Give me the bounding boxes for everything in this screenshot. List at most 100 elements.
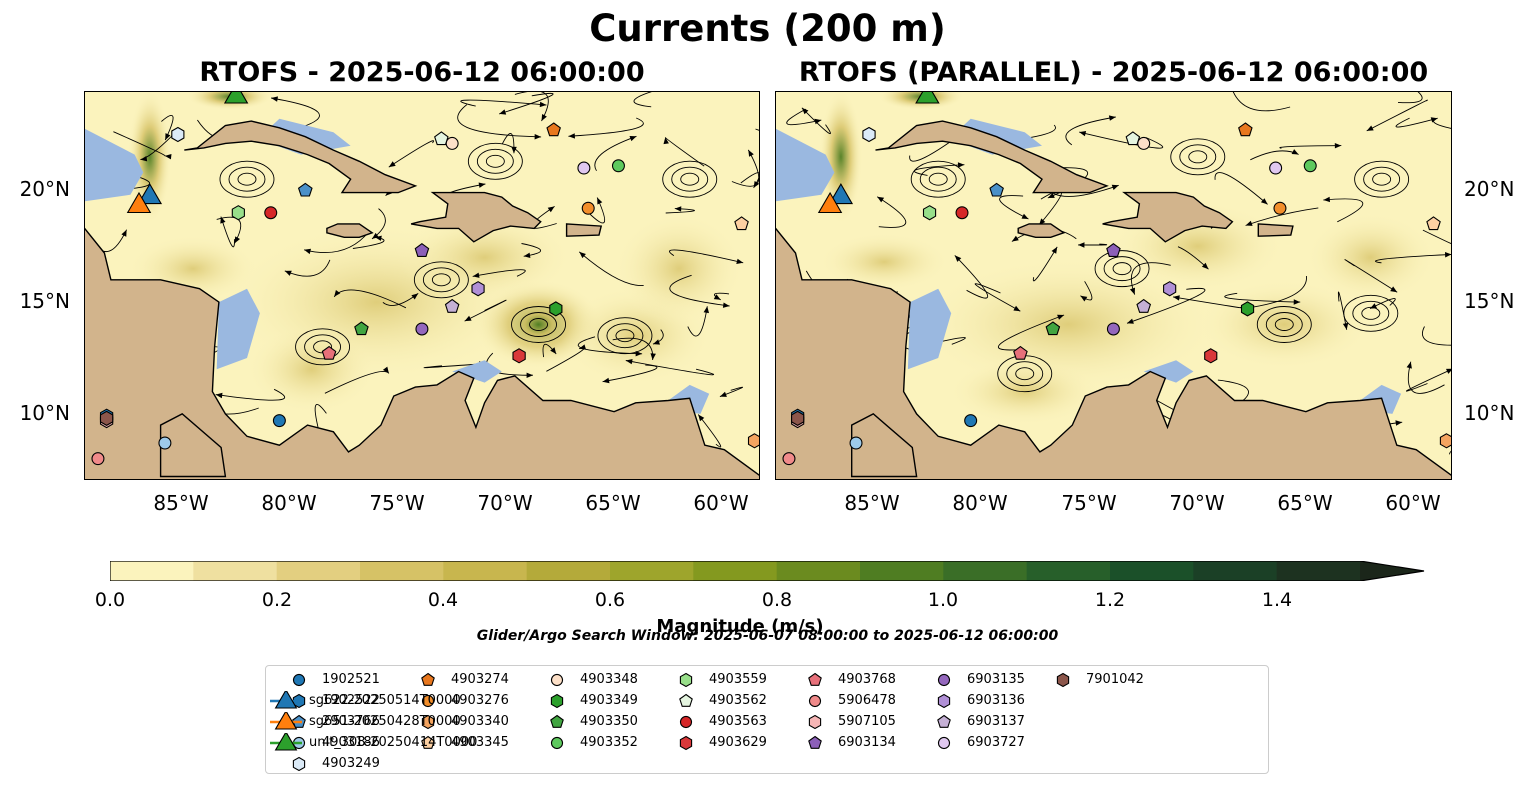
streamline-arrow (1395, 420, 1403, 426)
streamline-arrow (1013, 305, 1021, 312)
eddy-streamline (1343, 294, 1399, 332)
station-4903276 (1273, 201, 1287, 215)
eddy-streamline (1170, 138, 1226, 176)
colorbar-segment (610, 561, 694, 581)
colorbar-extend-arrow (1360, 561, 1424, 581)
legend-marker (421, 672, 435, 686)
station-5906478 (91, 452, 105, 466)
speed-feature (916, 257, 1220, 392)
streamline-arrow (511, 146, 517, 154)
streamline-arrow (698, 414, 705, 422)
colorbar-tick-label: 1.4 (1261, 589, 1293, 611)
streamline-arrow (1047, 192, 1055, 198)
legend-label: 6903137 (967, 714, 1025, 729)
x-tick-label: 70°W (1169, 491, 1225, 515)
streamline-arrow (523, 252, 531, 258)
speed-feature (246, 324, 377, 414)
streamline-arrow (526, 372, 533, 378)
streamline-arrow (722, 302, 730, 308)
station-4903348 (1137, 136, 1151, 150)
streamline-arrow (271, 96, 278, 102)
station-6903134 (1106, 243, 1121, 257)
legend-marker (808, 735, 822, 749)
streamline-arrow (1445, 252, 1451, 258)
streamline (271, 97, 320, 129)
streamline-arrow (1079, 131, 1087, 137)
streamline (423, 363, 486, 369)
legend-label: 4903350 (580, 714, 638, 729)
legend-float-marker (421, 714, 435, 730)
legend-float-marker (292, 673, 306, 687)
shallow-water (776, 128, 835, 202)
legend-marker (679, 735, 693, 751)
streamline-arrow (1078, 242, 1085, 248)
colorbar-segment (276, 561, 361, 581)
x-tick-label: 80°W (261, 491, 317, 515)
streamline (587, 197, 606, 224)
streamline (1130, 262, 1171, 295)
legend-label: 1902521 (322, 672, 380, 687)
streamline (876, 196, 907, 228)
land (850, 413, 918, 478)
legend-float-marker (679, 672, 693, 688)
streamline (577, 336, 643, 355)
streamline-arrow (801, 107, 809, 115)
station-4903340 (1439, 433, 1451, 449)
colorbar-segment (1110, 561, 1194, 581)
legend-marker (937, 714, 951, 728)
eddy-streamline (295, 328, 351, 366)
legend-marker (679, 715, 693, 729)
streamline (1375, 253, 1451, 264)
legend-label: 4903276 (451, 693, 509, 708)
colorbar-tick-label: 0.0 (94, 589, 126, 611)
streamline (1366, 99, 1428, 132)
colorbar-segment (1276, 561, 1361, 581)
station-4903249 (862, 126, 876, 143)
station-6903137 (1136, 298, 1152, 313)
legend-label: 4903768 (838, 672, 896, 687)
eddy-streamline (928, 172, 948, 186)
figure-title: Currents (200 m) (589, 7, 946, 50)
streamline-arrow (748, 149, 754, 157)
streamline (801, 107, 831, 135)
colorbar-tick-label: 0.6 (594, 589, 626, 611)
legend-float-marker (679, 693, 693, 707)
speed-feature (819, 232, 950, 291)
y-tick-label: 15°N (19, 289, 70, 313)
station-4903629 (1204, 348, 1218, 364)
streamline-arrow (629, 136, 637, 142)
streamline-arrow (547, 206, 555, 213)
streamline (514, 92, 549, 122)
colorbar-outline (110, 561, 1425, 581)
legend-marker (292, 756, 306, 772)
streamline-arrow (304, 248, 311, 255)
streamline-arrow (1111, 184, 1119, 190)
streamline-arrow (234, 236, 240, 244)
x-tick-label: 60°W (693, 491, 749, 515)
legend-float-marker (1056, 672, 1070, 688)
colorbar (110, 561, 1425, 581)
station-4903186 (849, 436, 863, 450)
station-4903349 (549, 301, 563, 317)
streamline-arrow (719, 391, 727, 397)
colorbar-tick-label: 0.8 (761, 589, 793, 611)
colorbar-segment (693, 561, 778, 581)
streamline (1448, 450, 1451, 455)
streamline-arrow (568, 133, 575, 139)
streamline-arrow (1011, 235, 1019, 242)
legend-label: 4903563 (709, 714, 767, 729)
streamline-arrow (877, 196, 885, 203)
streamline-arrow (1323, 196, 1330, 203)
station-unit_308-20250414T0000 (223, 92, 249, 104)
streamline (974, 283, 1021, 312)
eddy-streamline (1265, 312, 1303, 337)
colorbar-segment (360, 561, 444, 581)
station-4903345 (734, 216, 749, 231)
streamline-arrow (674, 206, 682, 212)
legend-marker (270, 712, 302, 730)
streamline-arrow (1366, 125, 1374, 131)
streamline (687, 306, 708, 337)
legend-marker (937, 736, 951, 750)
legend-label: 6903727 (967, 735, 1025, 750)
station-4903768 (321, 345, 337, 360)
